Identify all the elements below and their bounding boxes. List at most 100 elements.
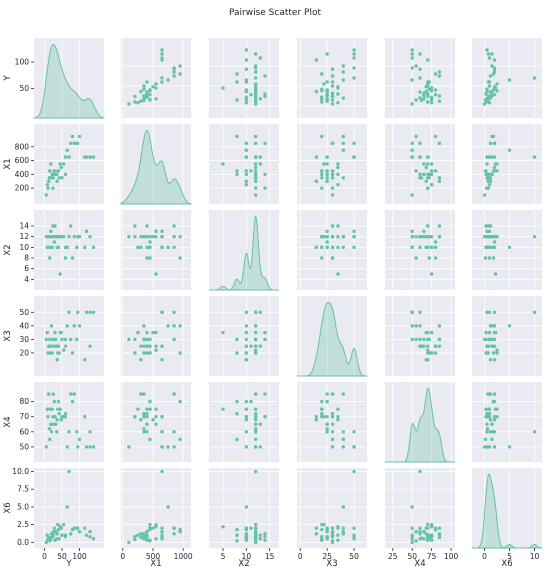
scatter-point bbox=[263, 74, 267, 78]
scatter-point bbox=[336, 224, 340, 228]
scatter-point bbox=[258, 537, 263, 541]
x-tick-label: 15 bbox=[265, 552, 275, 561]
scatter-point bbox=[320, 415, 324, 419]
scatter-point bbox=[330, 437, 335, 442]
scatter-point bbox=[178, 256, 182, 260]
scatter-point bbox=[330, 430, 335, 434]
scatter-point bbox=[145, 430, 149, 434]
scatter-point bbox=[49, 532, 54, 536]
scatter-point bbox=[437, 344, 442, 348]
panel-background bbox=[472, 468, 542, 548]
scatter-point bbox=[160, 80, 164, 84]
scatter-point bbox=[154, 537, 158, 541]
scatter-point bbox=[244, 95, 249, 99]
scatter-point bbox=[263, 141, 267, 146]
y-tick-label: 0.0 bbox=[17, 538, 29, 547]
panel-x1-vs-x4 bbox=[385, 124, 455, 204]
scatter-point bbox=[414, 98, 418, 102]
scatter-point bbox=[429, 95, 434, 99]
scatter-point bbox=[263, 186, 267, 190]
scatter-point bbox=[151, 85, 155, 89]
panel-background bbox=[34, 296, 104, 376]
scatter-point bbox=[426, 92, 430, 96]
scatter-point bbox=[160, 415, 164, 419]
scatter-point bbox=[221, 407, 225, 411]
scatter-point bbox=[429, 245, 434, 250]
scatter-point bbox=[142, 412, 146, 416]
scatter-point bbox=[487, 256, 492, 260]
scatter-point bbox=[253, 536, 258, 540]
scatter-point bbox=[244, 48, 249, 52]
scatter-point bbox=[51, 422, 56, 426]
scatter-point bbox=[410, 234, 414, 239]
scatter-point bbox=[160, 48, 164, 52]
scatter-point bbox=[75, 430, 79, 434]
scatter-point bbox=[263, 337, 267, 342]
scatter-point bbox=[492, 445, 497, 449]
scatter-point bbox=[352, 445, 356, 449]
scatter-point bbox=[235, 134, 239, 139]
scatter-point bbox=[145, 234, 149, 239]
scatter-point bbox=[336, 272, 340, 276]
scatter-point bbox=[492, 58, 497, 62]
scatter-point bbox=[244, 169, 249, 173]
scatter-point bbox=[482, 337, 487, 342]
scatter-point bbox=[244, 148, 249, 152]
scatter-point bbox=[352, 52, 356, 56]
scatter-point bbox=[47, 536, 52, 540]
x-tick-label: 75 bbox=[427, 552, 437, 561]
scatter-point bbox=[433, 526, 438, 530]
scatter-point bbox=[426, 162, 430, 166]
scatter-point bbox=[325, 80, 329, 84]
scatter-point bbox=[414, 530, 418, 534]
scatter-point bbox=[253, 176, 258, 180]
scatter-point bbox=[63, 533, 68, 537]
scatter-point bbox=[487, 172, 492, 177]
panel-background bbox=[121, 210, 191, 290]
scatter-point bbox=[48, 169, 52, 173]
scatter-point bbox=[410, 505, 414, 509]
scatter-point bbox=[492, 141, 497, 146]
scatter-point bbox=[419, 98, 424, 103]
panel-x3-vs-x2 bbox=[209, 296, 279, 376]
scatter-point bbox=[253, 52, 258, 56]
scatter-point bbox=[330, 534, 335, 539]
scatter-point bbox=[320, 522, 324, 527]
scatter-point bbox=[486, 337, 491, 342]
scatter-point bbox=[139, 392, 143, 396]
scatter-point bbox=[418, 90, 422, 94]
scatter-point bbox=[145, 422, 149, 426]
scatter-point bbox=[427, 172, 432, 177]
scatter-point bbox=[142, 430, 146, 434]
kde-curve bbox=[209, 215, 279, 291]
scatter-point bbox=[145, 80, 149, 84]
scatter-point bbox=[67, 234, 71, 239]
scatter-point bbox=[482, 445, 487, 449]
scatter-point bbox=[336, 92, 340, 96]
scatter-point bbox=[69, 532, 73, 536]
scatter-point bbox=[352, 48, 356, 52]
scatter-point bbox=[60, 176, 64, 180]
scatter-point bbox=[490, 64, 494, 68]
scatter-point bbox=[429, 522, 434, 527]
scatter-point bbox=[154, 229, 158, 234]
x-axis-label-x1: X1 bbox=[150, 559, 161, 569]
scatter-point bbox=[330, 193, 335, 197]
scatter-point bbox=[160, 530, 164, 534]
y-tick-label: 30 bbox=[19, 335, 29, 344]
scatter-point bbox=[84, 229, 89, 234]
scatter-point bbox=[433, 88, 438, 92]
scatter-point bbox=[314, 89, 319, 94]
scatter-point bbox=[133, 234, 137, 239]
scatter-point bbox=[314, 418, 319, 422]
panel-background bbox=[297, 296, 367, 376]
scatter-point bbox=[492, 358, 497, 362]
scatter-point bbox=[482, 102, 487, 106]
scatter-point bbox=[59, 165, 63, 170]
scatter-point bbox=[330, 186, 335, 190]
scatter-point bbox=[172, 337, 176, 342]
panel-grid: 50100Y200400600800X1468101214X220304050X… bbox=[3, 38, 543, 569]
scatter-point bbox=[485, 87, 489, 91]
scatter-point bbox=[133, 100, 137, 104]
scatter-point bbox=[172, 70, 176, 74]
